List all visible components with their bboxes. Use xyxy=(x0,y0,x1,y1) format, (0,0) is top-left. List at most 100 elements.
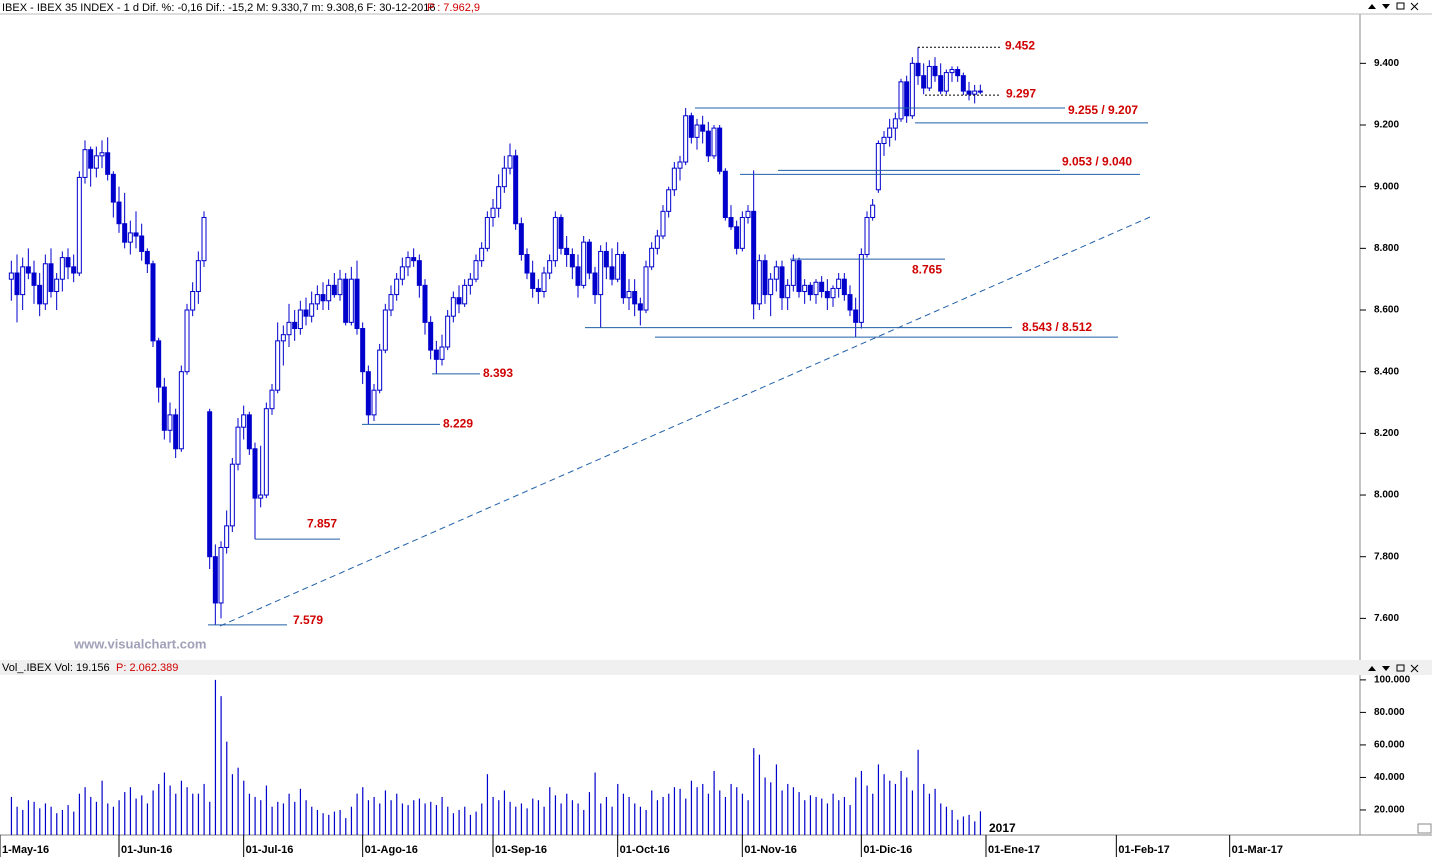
candle-body xyxy=(371,389,377,416)
volume-bar xyxy=(962,816,965,835)
scroll-down-button[interactable] xyxy=(1382,4,1390,9)
volume-bar xyxy=(305,800,307,835)
candle-body xyxy=(331,284,337,296)
volume-bar xyxy=(509,801,511,835)
candle-body xyxy=(847,294,853,311)
candle-body xyxy=(802,284,808,293)
volume-bar xyxy=(50,806,52,835)
volume-scroll-up-button[interactable] xyxy=(1368,666,1376,671)
candle-body xyxy=(76,176,82,274)
candle-body xyxy=(484,217,490,249)
candle-body xyxy=(8,272,14,280)
candle-body xyxy=(598,250,604,296)
volume-bar xyxy=(16,806,18,835)
volume-bar xyxy=(350,806,353,835)
candle-body xyxy=(592,272,598,296)
level-label: 9.255 / 9.207 xyxy=(1068,103,1138,117)
volume-maximize-button[interactable] xyxy=(1396,664,1405,672)
volume-bar xyxy=(668,793,670,835)
candle-body xyxy=(972,90,978,95)
volume-bar xyxy=(447,806,449,835)
volume-close-button[interactable] xyxy=(1410,664,1419,673)
candle-body xyxy=(620,254,626,299)
level-label: 9.297 xyxy=(1006,86,1036,100)
volume-bar xyxy=(945,806,948,835)
candle-body xyxy=(433,349,439,360)
candle-body xyxy=(790,260,796,286)
volume-bar xyxy=(741,793,744,835)
candle-body xyxy=(807,284,813,296)
volume-bar xyxy=(10,796,13,835)
candle-body xyxy=(756,260,762,305)
volume-bar xyxy=(911,790,914,835)
volume-bar xyxy=(265,785,268,835)
volume-bar xyxy=(237,767,239,835)
volume-bar xyxy=(112,806,115,835)
y-tick-label: 9.000 xyxy=(1374,181,1399,192)
volume-bar xyxy=(566,793,568,835)
candle-body xyxy=(445,315,451,348)
volume-bar xyxy=(906,777,908,835)
candle-body xyxy=(501,167,507,188)
candle-body xyxy=(507,155,513,169)
scroll-up-button[interactable] xyxy=(1368,4,1376,9)
candle-body xyxy=(796,260,802,293)
candle-body xyxy=(439,346,445,360)
candle-body xyxy=(54,278,60,293)
y-tick-label: 8.800 xyxy=(1374,243,1399,254)
volume-bar xyxy=(192,793,194,835)
candle-body xyxy=(65,257,71,268)
volume-bar xyxy=(753,748,755,835)
x-tick-label: 01-Jun-16 xyxy=(121,844,172,856)
volume-bar xyxy=(73,811,75,835)
candle-body xyxy=(739,217,745,249)
candle-body xyxy=(133,232,139,237)
candle-body xyxy=(161,386,167,431)
volume-bar xyxy=(288,793,290,835)
volume-bar xyxy=(543,806,545,835)
volume-bar xyxy=(662,796,664,835)
volume-bar xyxy=(628,796,630,835)
volume-scroll-down-button[interactable] xyxy=(1382,666,1390,671)
volume-bar xyxy=(843,796,846,835)
volume-bar xyxy=(605,796,608,835)
volume-bar xyxy=(203,783,205,835)
candle-body xyxy=(59,257,65,280)
candle-body xyxy=(955,69,961,77)
volume-bar xyxy=(328,814,330,835)
volume-bar xyxy=(345,818,347,835)
candle-body xyxy=(144,250,150,265)
volume-bar xyxy=(186,787,188,835)
volume-bar xyxy=(22,809,24,835)
volume-bar xyxy=(277,801,279,835)
candle-body xyxy=(190,291,196,311)
volume-bar xyxy=(481,803,483,835)
candle-body xyxy=(513,155,519,225)
volume-bar xyxy=(804,800,806,835)
candle-body xyxy=(235,426,241,465)
volume-bar xyxy=(792,787,795,835)
candle-body xyxy=(779,266,785,299)
maximize-button[interactable] xyxy=(1396,2,1405,10)
candle-body xyxy=(666,189,672,212)
candle-body xyxy=(603,250,609,268)
candle-body xyxy=(337,278,343,296)
volume-bar xyxy=(532,798,534,835)
volume-bar xyxy=(254,796,256,835)
y-tick-label: 7.600 xyxy=(1374,613,1399,624)
candle-body xyxy=(609,266,615,280)
volume-bar xyxy=(95,801,98,835)
volume-bar xyxy=(917,749,919,835)
volume-bar xyxy=(600,803,602,835)
candle-body xyxy=(127,232,133,243)
volume-bar xyxy=(571,800,574,835)
volume-bar xyxy=(656,800,659,835)
volume-bar xyxy=(56,813,58,835)
candle-body xyxy=(139,235,145,252)
volume-bar xyxy=(498,800,500,835)
close-button[interactable] xyxy=(1410,2,1419,11)
volume-bar xyxy=(770,782,772,835)
candle-body xyxy=(700,124,706,132)
level-label: 8.543 / 8.512 xyxy=(1022,320,1092,334)
volume-bar xyxy=(577,803,579,835)
